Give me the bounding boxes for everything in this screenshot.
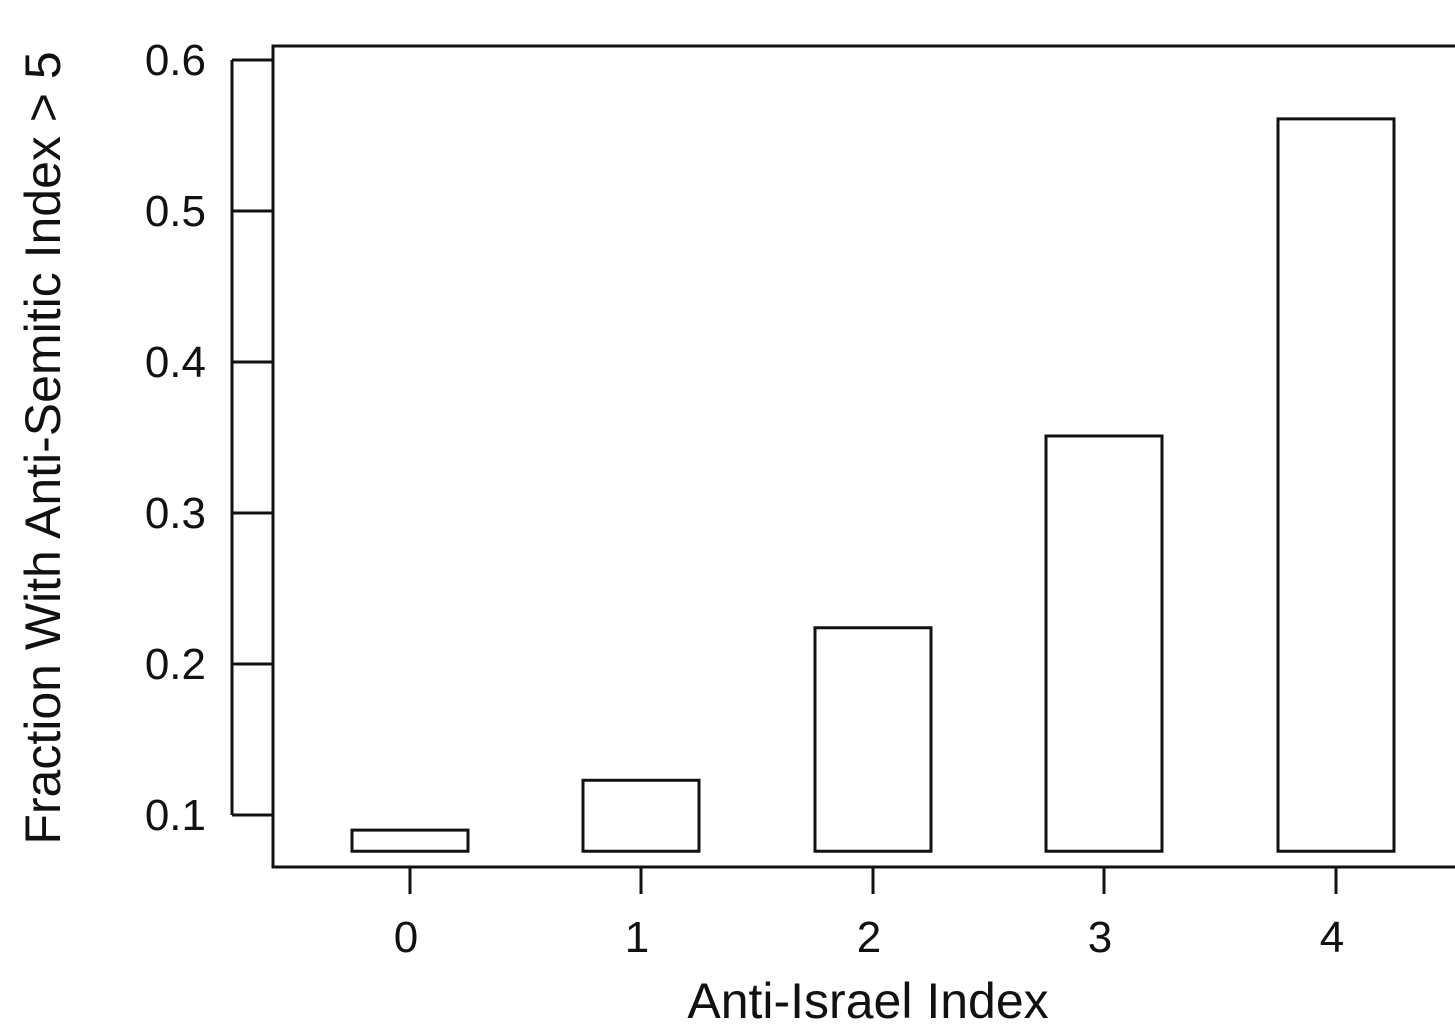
y-axis-title: Fraction With Anti-Semitic Index > 5: [15, 51, 71, 844]
y-tick-label-0.2: 0.2: [145, 640, 206, 689]
bar-4: [1276, 117, 1396, 853]
x-tick-label-2: 2: [857, 913, 881, 962]
bar-3: [1044, 434, 1164, 853]
bar-0: [350, 828, 470, 853]
x-tick-label-1: 1: [625, 913, 649, 962]
y-tick-label-0.4: 0.4: [145, 338, 206, 387]
y-tick-label-0.3: 0.3: [145, 489, 206, 538]
y-axis: 0.1 0.2 0.3 0.4 0.5 0.6: [145, 36, 273, 840]
bar-2: [813, 626, 933, 853]
y-tick-label-0.1: 0.1: [145, 791, 206, 840]
x-tick-label-3: 3: [1088, 913, 1112, 962]
bars-group: [350, 117, 1396, 853]
plot-box: [271, 44, 1455, 869]
x-axis-title: Anti-Israel Index: [687, 973, 1048, 1027]
x-tick-label-4: 4: [1320, 913, 1344, 962]
x-tick-label-0: 0: [394, 913, 418, 962]
bar-1: [581, 778, 701, 853]
x-axis: 0 1 2 3 4: [394, 867, 1344, 962]
y-tick-label-0.5: 0.5: [145, 187, 206, 236]
plot-frame: [271, 44, 1455, 869]
y-tick-label-0.6: 0.6: [145, 36, 206, 85]
